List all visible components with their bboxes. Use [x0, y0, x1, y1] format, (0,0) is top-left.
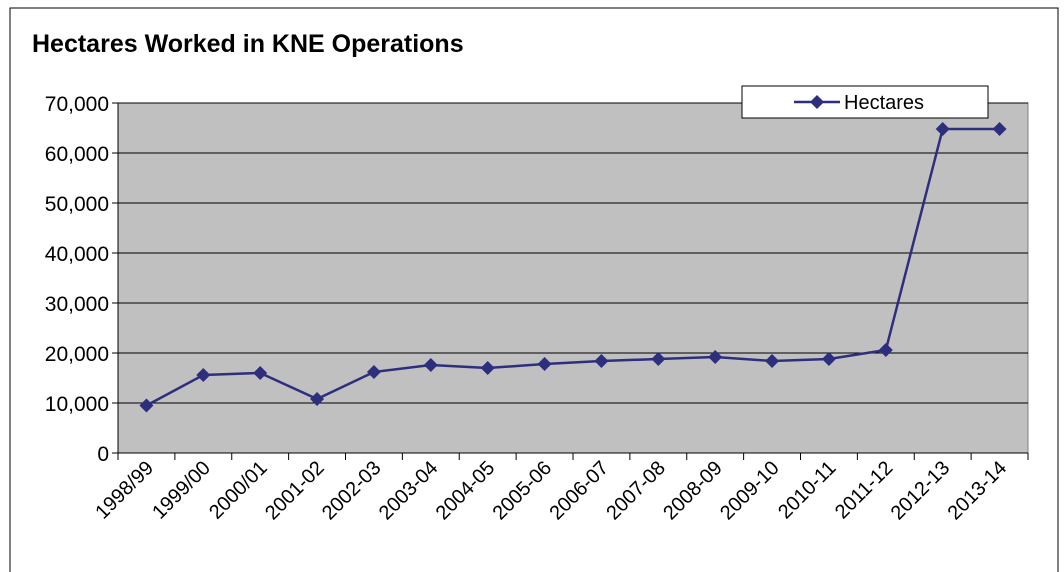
- legend-box: [741, 85, 989, 119]
- data-point: [878, 343, 893, 357]
- y-tick-label: 30,000: [45, 293, 109, 316]
- data-point: [935, 122, 950, 136]
- data-point: [821, 352, 836, 366]
- data-point: [765, 354, 780, 368]
- data-point: [708, 350, 723, 364]
- y-tick-label: 60,000: [45, 143, 109, 166]
- y-tick-label: 20,000: [45, 343, 109, 366]
- data-point: [594, 354, 609, 368]
- data-point: [139, 398, 154, 413]
- data-point: [651, 352, 666, 366]
- data-point: [310, 392, 325, 406]
- chart-title: Hectares Worked in KNE Operations: [32, 30, 464, 58]
- y-tick-label: 0: [97, 443, 109, 466]
- data-point: [992, 122, 1007, 136]
- y-tick-label: 50,000: [45, 193, 109, 216]
- y-tick-label: 40,000: [45, 243, 109, 266]
- data-point: [480, 361, 495, 375]
- data-point: [196, 368, 211, 382]
- data-point: [253, 366, 268, 380]
- plot-area: [117, 102, 1029, 454]
- y-tick-label: 70,000: [45, 93, 109, 116]
- series-line: [145, 127, 1000, 407]
- y-tick-label: 10,000: [45, 393, 109, 416]
- legend-marker: [810, 95, 824, 109]
- data-point: [366, 365, 381, 379]
- data-point: [537, 357, 552, 371]
- legend-label: Hectares: [844, 92, 924, 114]
- data-point: [423, 358, 438, 372]
